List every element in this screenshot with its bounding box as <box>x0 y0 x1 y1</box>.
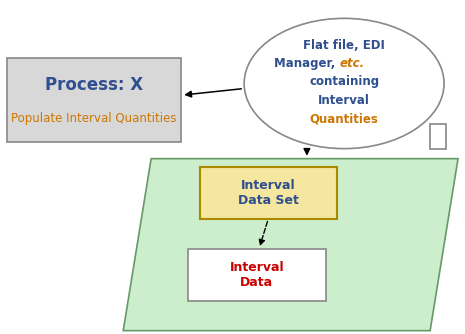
Polygon shape <box>123 159 458 331</box>
Text: Flat file, EDI: Flat file, EDI <box>303 39 385 51</box>
Text: Quantities: Quantities <box>310 112 379 125</box>
Ellipse shape <box>244 18 444 149</box>
Text: Manager,: Manager, <box>274 57 339 70</box>
Text: containing: containing <box>309 75 379 88</box>
Polygon shape <box>430 124 446 149</box>
Text: Interval
Data Set: Interval Data Set <box>238 179 299 207</box>
Text: Populate Interval Quantities: Populate Interval Quantities <box>12 112 177 125</box>
FancyBboxPatch shape <box>200 167 337 219</box>
Text: Process: X: Process: X <box>45 76 143 94</box>
Text: Interval
Data: Interval Data <box>230 261 284 289</box>
FancyBboxPatch shape <box>7 58 181 142</box>
Text: etc.: etc. <box>339 57 365 70</box>
FancyBboxPatch shape <box>188 249 326 301</box>
Text: Interval: Interval <box>318 94 370 107</box>
